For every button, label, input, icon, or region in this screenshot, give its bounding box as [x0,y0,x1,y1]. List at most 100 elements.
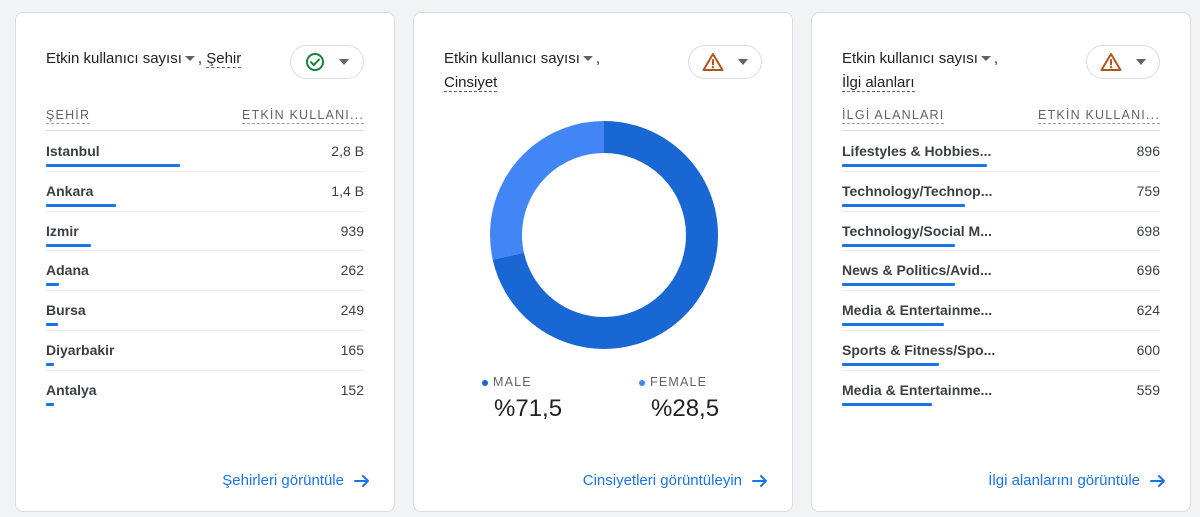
row-value: 698 [1136,222,1160,239]
row-name: Bursa [46,302,86,319]
row-name: News & Politics/Avid... [842,262,992,279]
table-row[interactable]: Lifestyles & Hobbies... 896 [842,132,1160,172]
row-share-bar [46,164,180,167]
title-separator: , [993,50,999,67]
female-dot-icon [639,379,645,386]
dimension-selector[interactable]: Şehir [206,50,242,68]
row-name: Adana [46,262,89,279]
row-share-bar [46,243,91,247]
row-name: Technology/Social M... [842,222,992,239]
row-share-bar [46,203,116,207]
table-row[interactable]: Technology/Social M... 698 [842,212,1160,252]
row-share-bar [46,362,54,366]
column-header-metric[interactable]: ETKİN KULLANI... [241,108,364,124]
gender-card-title: Etkin kullanıcı sayısı, Cinsiyet [444,47,694,95]
column-header-dimension[interactable]: İLGİ ALANLARI [842,108,945,124]
chevron-down-icon [738,59,748,65]
row-value: 152 [340,381,364,398]
arrow-right-icon [1150,474,1165,487]
insight-status-button[interactable] [290,45,364,79]
row-value: 559 [1136,381,1160,398]
dimension-selector[interactable]: İlgi alanları [842,74,915,92]
row-name: Lifestyles & Hobbies... [842,143,992,159]
row-share-bar [842,283,955,287]
table-row[interactable]: Istanbul 2,8 B [46,132,364,172]
interest-card: Etkin kullanıcı sayısı, İlgi alanları İL… [811,12,1191,512]
row-value: 939 [340,222,364,239]
row-name: Media & Entertainme... [842,381,993,398]
chevron-down-icon [1136,59,1146,65]
city-card-title: Etkin kullanıcı sayısı, Şehir [46,47,296,71]
legend-female: FEMALE %28,5 [639,375,719,423]
metric-label: Etkin kullanıcı sayısı [46,50,182,67]
row-share-bar [842,362,939,366]
column-header-metric[interactable]: ETKİN KULLANI... [1037,108,1160,124]
table-row[interactable]: Ankara 1,4 B [46,172,364,212]
dimension-selector[interactable]: Cinsiyet [444,74,498,92]
row-name: Izmir [46,222,79,239]
table-row[interactable]: Izmir 939 [46,212,364,252]
metric-dropdown-icon[interactable] [184,55,195,61]
male-percentage: %71,5 [494,395,563,422]
row-share-bar [842,402,932,406]
title-separator: , [595,50,601,67]
table-row[interactable]: Bursa 249 [46,291,364,331]
city-table-body: Istanbul 2,8 B Ankara 1,4 B Izmir 939 Adana 262… [46,132,364,411]
row-value: 696 [1136,262,1160,279]
row-share-bar [46,323,58,327]
metric-dropdown-icon[interactable] [582,55,593,61]
row-name: Ankara [46,182,94,199]
table-header: İLGİ ALANLARI ETKİN KULLANI... [842,101,1160,131]
chevron-down-icon [339,59,349,65]
legend-male: MALE %71,5 [482,375,562,423]
gender-donut-chart [490,121,718,349]
row-value: 624 [1136,302,1160,319]
warning-icon [702,53,724,71]
female-label: FEMALE [650,375,708,389]
view-cities-label: Şehirleri görüntüle [222,472,344,489]
row-name: Istanbul [46,143,100,159]
title-separator: , [197,50,203,67]
row-name: Media & Entertainme... [842,302,993,319]
column-header-dimension[interactable]: ŞEHİR [46,108,91,124]
warning-icon [1100,53,1122,71]
insight-status-button[interactable] [1086,45,1160,79]
view-cities-link[interactable]: Şehirleri görüntüle [222,472,370,489]
table-row[interactable]: News & Politics/Avid... 696 [842,251,1160,292]
row-share-bar [842,164,987,167]
row-value: 896 [1136,143,1160,159]
female-slice[interactable] [490,121,718,349]
row-value: 249 [340,302,364,319]
insight-status-button[interactable] [688,45,762,79]
row-value: 1,4 B [331,182,364,199]
view-genders-link[interactable]: Cinsiyetleri görüntüleyin [583,472,768,489]
row-share-bar [46,283,59,287]
metric-label: Etkin kullanıcı sayısı [444,50,580,67]
interest-table-body: Lifestyles & Hobbies... 896 Technology/Tec… [842,132,1160,411]
table-row[interactable]: Adana 262 [46,251,364,292]
table-row[interactable]: Media & Entertainme... 559 [842,371,1160,411]
check-circle-icon [306,53,324,71]
metric-label: Etkin kullanıcı sayısı [842,50,978,67]
table-row[interactable]: Technology/Technop... 759 [842,172,1160,212]
table-row[interactable]: Diyarbakir 165 [46,331,364,371]
view-interests-link[interactable]: İlgi alanlarını görüntüle [988,472,1166,489]
gender-card: Etkin kullanıcı sayısı, Cinsiyet MALE %7… [413,12,793,512]
table-header: ŞEHİR ETKİN KULLANI... [46,101,364,131]
row-value: 2,8 B [331,143,364,159]
row-share-bar [842,203,965,207]
male-label: MALE [493,375,532,389]
row-value: 262 [340,262,364,279]
table-row[interactable]: Media & Entertainme... 624 [842,291,1160,331]
metric-dropdown-icon[interactable] [980,55,991,61]
table-row[interactable]: Sports & Fitness/Spo... 600 [842,331,1160,371]
row-share-bar [46,402,54,406]
table-row[interactable]: Antalya 152 [46,371,364,411]
male-dot-icon [482,379,488,386]
row-value: 759 [1136,182,1160,199]
row-value: 600 [1136,341,1160,358]
city-card: Etkin kullanıcı sayısı, Şehir ŞEHİR ETKİ… [15,12,395,512]
arrow-right-icon [752,474,767,487]
view-interests-label: İlgi alanlarını görüntüle [988,472,1140,489]
row-value: 165 [340,341,364,358]
